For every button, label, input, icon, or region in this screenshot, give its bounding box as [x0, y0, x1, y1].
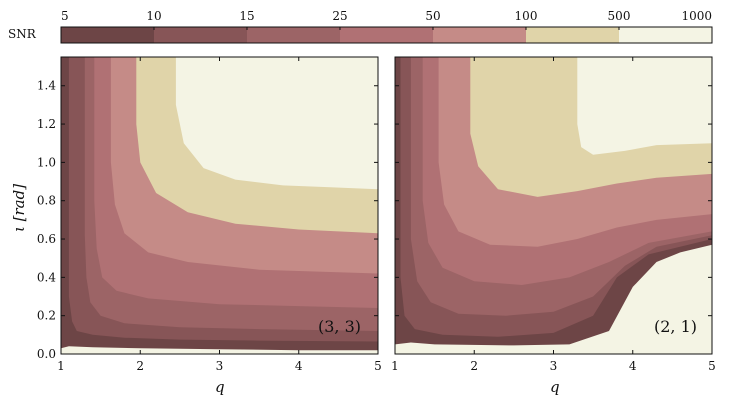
colorbar-tick-label: 15 [239, 9, 254, 23]
colorbar-tick-label: 1000 [681, 9, 712, 23]
panel-annotation: (2, 1) [654, 317, 697, 336]
colorbar-title: SNR [8, 27, 37, 41]
y-tick-label: 0.6 [37, 232, 56, 246]
y-tick-label: 0.2 [37, 309, 56, 323]
colorbar-cell [526, 27, 620, 43]
y-axis-label: ι [rad] [10, 184, 28, 232]
y-tick-label: 1.0 [37, 155, 56, 169]
colorbar-cell [154, 27, 248, 43]
x-tick-label: 1 [391, 359, 399, 373]
colorbar-tick-label: 10 [146, 9, 161, 23]
y-tick-label: 0.0 [37, 347, 56, 361]
panel-annotation: (3, 3) [318, 317, 361, 336]
x-axis-label-right: q [550, 378, 560, 396]
x-tick-label: 2 [470, 359, 478, 373]
colorbar-tick-label: 25 [332, 9, 347, 23]
x-tick-label: 5 [708, 359, 716, 373]
contour-region-snr-500 [175, 57, 378, 190]
y-tick-label: 0.8 [37, 194, 56, 208]
colorbar-tick-label: 500 [608, 9, 631, 23]
colorbar-tick-label: 100 [515, 9, 538, 23]
x-tick-label: 3 [550, 359, 558, 373]
colorbar-cell [433, 27, 527, 43]
colorbar-tick-label: 50 [425, 9, 440, 23]
x-tick-label: 3 [216, 359, 224, 373]
snr-colorbar: SNR 5 10 15 25 50 100 500 1000 [8, 9, 713, 44]
contour-region-snr-500 [577, 57, 712, 155]
x-tick-label: 2 [136, 359, 144, 373]
colorbar-cell [340, 27, 434, 43]
colorbar-frame [60, 26, 713, 44]
x-axis-label-left: q [215, 378, 225, 396]
x-tick-label: 1 [57, 359, 65, 373]
x-tick-label: 4 [295, 359, 303, 373]
y-tick-label: 0.4 [37, 270, 56, 284]
panel-3-3: 1 2 3 4 5 0.0 0.2 0.4 0.6 0.8 1.0 1.2 1.4 (3, 3) [37, 56, 382, 373]
colorbar-cell [619, 27, 713, 43]
colorbar-cell [61, 27, 155, 43]
x-tick-label: 4 [629, 359, 637, 373]
colorbar-cell [247, 27, 341, 43]
y-tick-label: 1.2 [37, 117, 56, 131]
y-tick-label: 1.4 [37, 79, 56, 93]
x-tick-label: 5 [374, 359, 382, 373]
panel-2-1: 1 2 3 4 5 (2, 1) [391, 56, 716, 373]
colorbar-tick-label: 5 [61, 9, 69, 23]
